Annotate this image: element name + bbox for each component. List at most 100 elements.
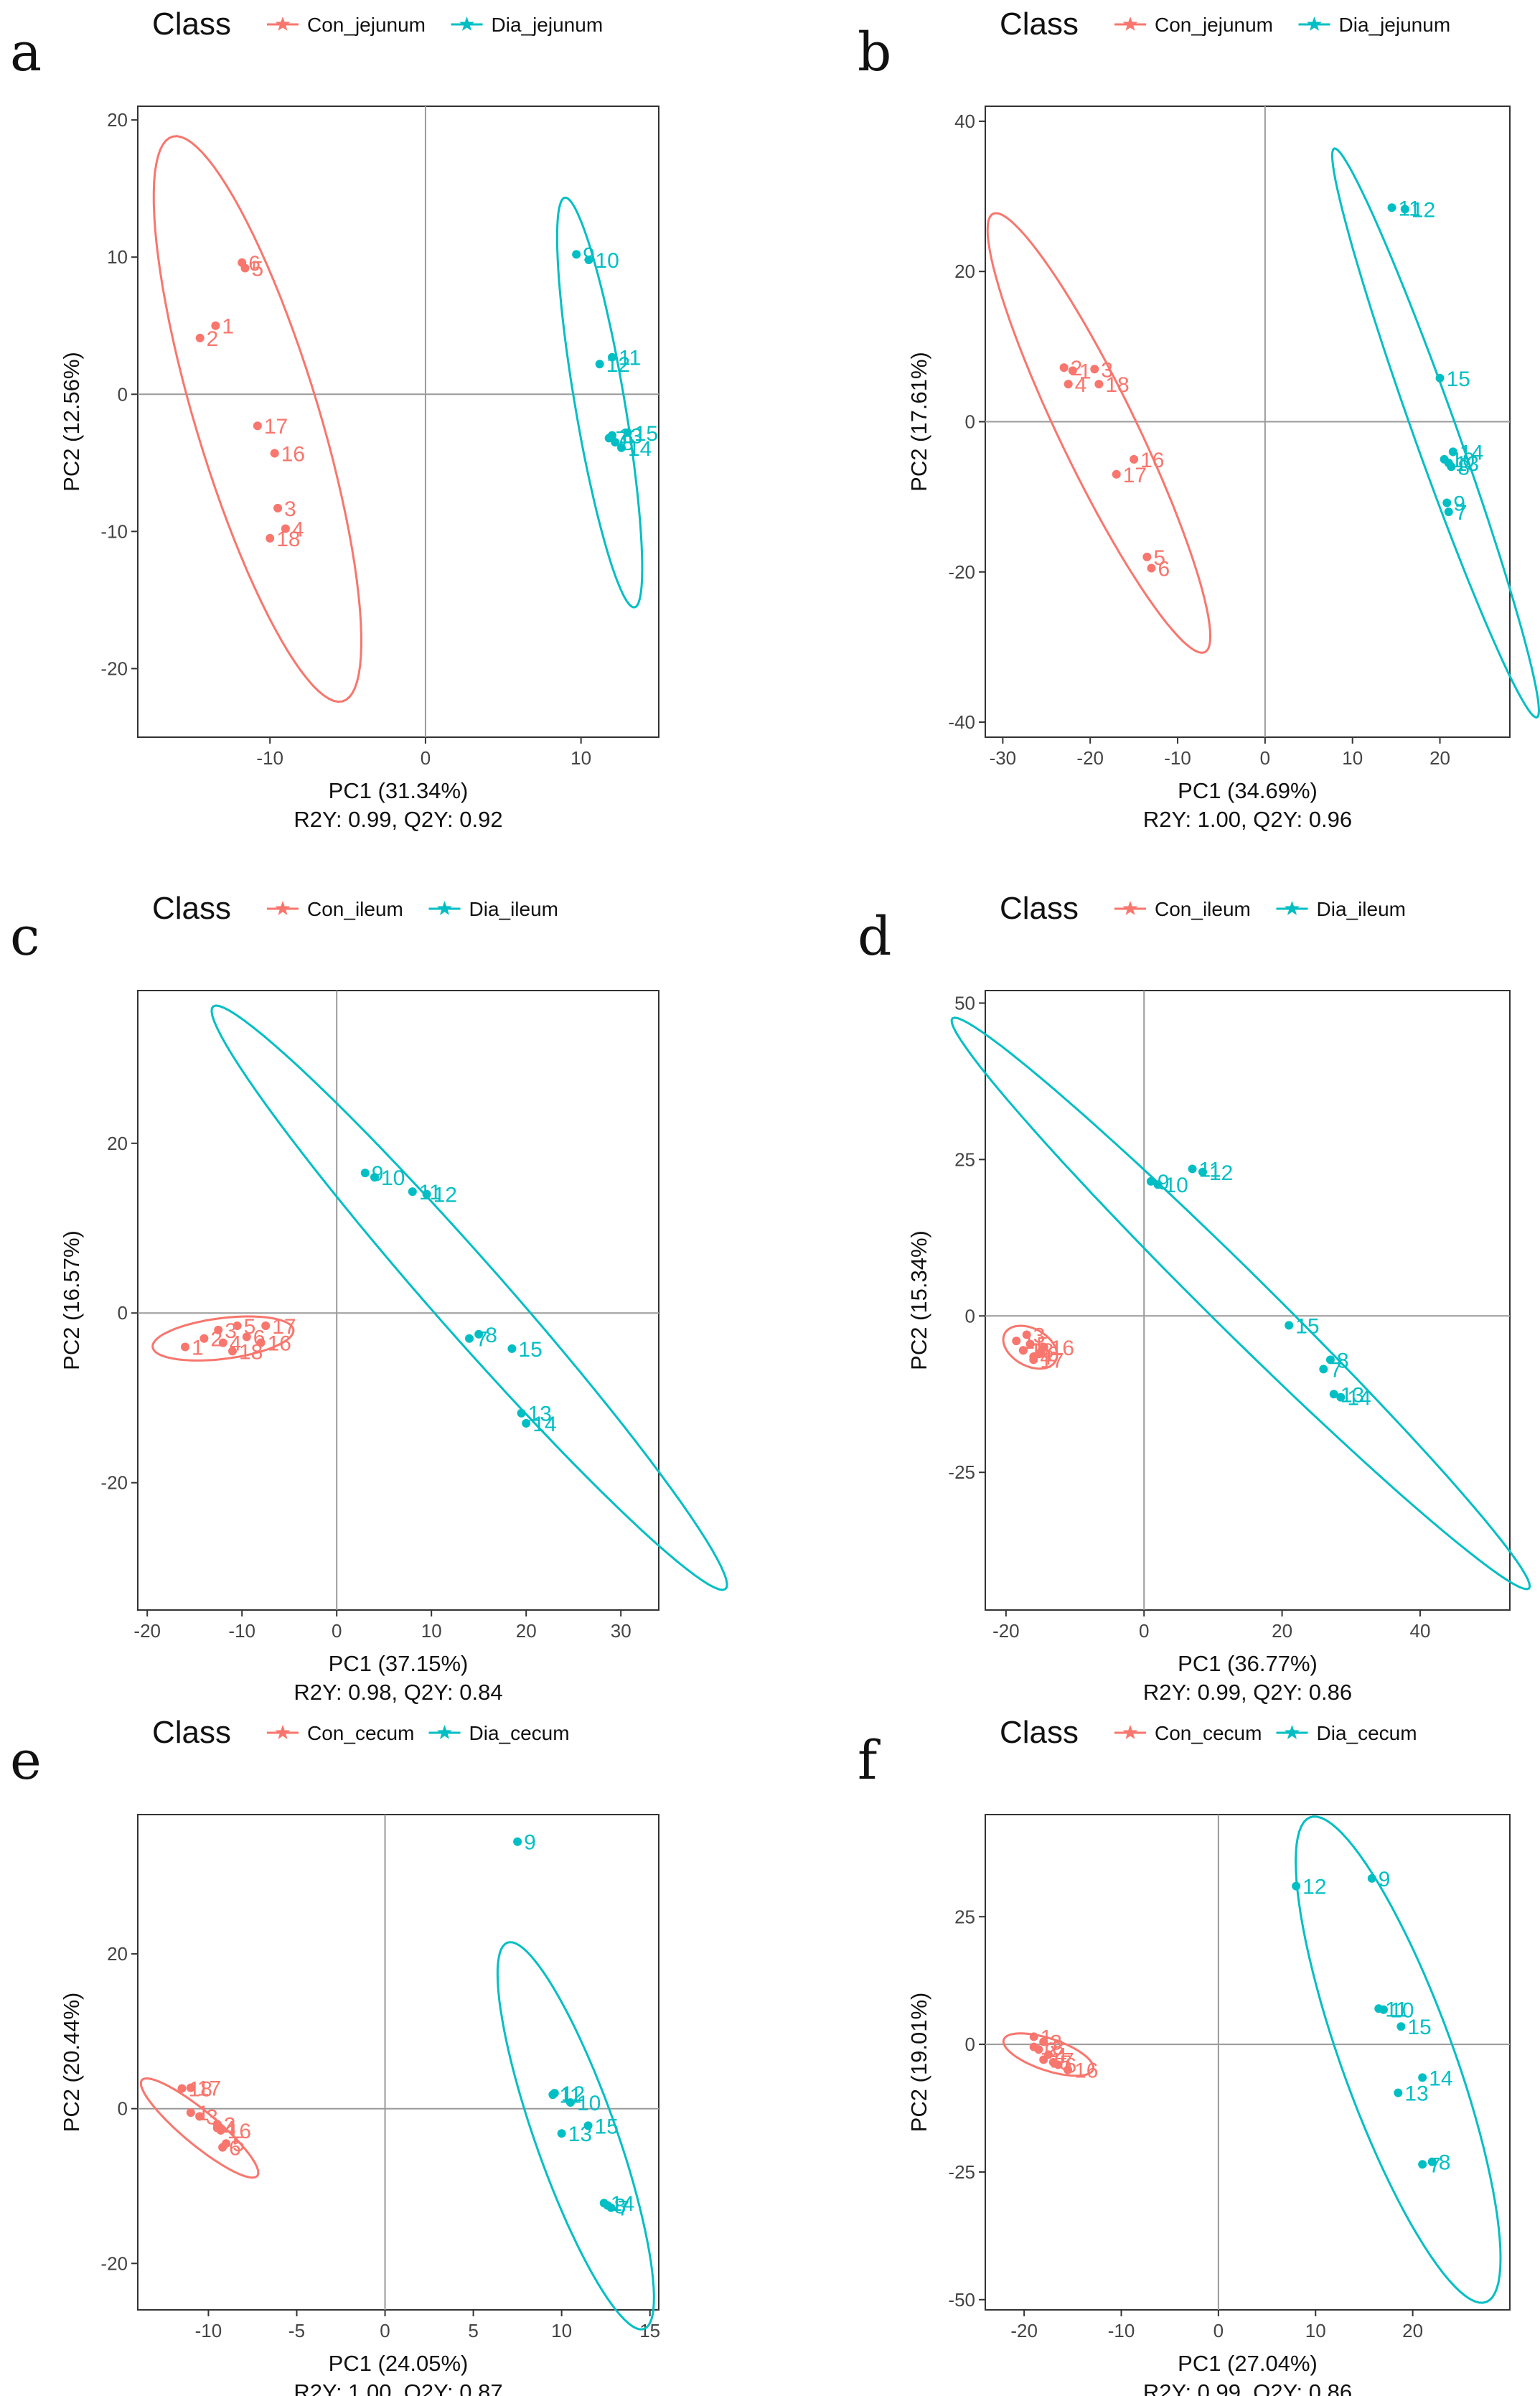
point-label: 18 [1105,373,1129,397]
point-label: 9 [1453,492,1465,516]
y-tick-label: -25 [948,1461,975,1483]
point-label: 10 [577,2092,601,2115]
data-point [270,449,279,458]
data-point [181,1342,189,1352]
data-point [242,1332,251,1342]
point-label: 16 [227,2120,251,2143]
data-point [1018,1346,1028,1355]
legend-title: Class [1000,891,1079,926]
point-label: 15 [634,422,658,446]
data-point [281,524,290,533]
point-label: 4 [224,2117,236,2141]
confidence-ellipse-con [151,1315,295,1362]
legend-key-dia [428,1725,461,1739]
data-point [1394,2088,1403,2097]
point-label: 6 [1158,558,1170,581]
legend-key-dia [451,17,483,31]
x-tick-label: 20 [1402,2320,1423,2341]
chart-panel-f: f Class Con_cecum Dia_cecum -20 -10 0 10 20 -50 -2… [858,1715,1511,2396]
x-axis-title: PC1 (31.34%) [329,778,469,803]
confidence-ellipse-dia [1295,1815,1502,2304]
data-point [1292,1881,1301,1891]
data-point [1064,380,1073,389]
y-tick-label: 0 [965,2034,975,2055]
x-tick-label: 5 [468,2320,478,2341]
data-point [233,1321,242,1330]
point-label: 8 [1337,1349,1349,1372]
chart-panel-b: b Class Con_jejunum Dia_jejunum-30 -20 -10 0 10… [858,6,1540,832]
legend-key-con [1114,901,1146,915]
data-point [1400,205,1409,214]
y-tick-label: 0 [118,2098,128,2120]
data-point [1325,1355,1335,1365]
model-stats: R2Y: 0.99, Q2Y: 0.86 [1143,2379,1352,2396]
legend-label: Con_ileum [307,898,403,920]
point-label: 5 [233,2133,245,2156]
y-tick-label: -40 [948,711,975,733]
data-point [1022,1330,1031,1339]
star-icon [1285,1725,1300,1739]
legend-key-dia [1276,1725,1308,1739]
model-stats: R2Y: 0.99, Q2Y: 0.92 [294,807,502,832]
point-label: 14 [1429,2067,1452,2090]
legend-key-con [267,17,299,31]
data-point [1029,2032,1038,2041]
point-label: 14 [532,1413,556,1436]
model-stats: R2Y: 1.00, Q2Y: 0.87 [294,2379,502,2396]
x-tick-label: 20 [516,1620,537,1642]
data-point [550,2089,559,2098]
legend-title: Class [1000,6,1079,42]
x-tick-label: -10 [195,2320,222,2341]
point-label: 1 [1079,360,1091,383]
data-point [218,1338,227,1347]
point-label: 15 [1447,368,1470,391]
x-tick-label: -10 [228,1620,255,1642]
plot-frame [137,990,659,1611]
point-label: 12 [433,1184,457,1207]
legend-label: Con_jejunum [307,14,426,36]
confidence-ellipse-con [152,135,363,703]
point-label: 6 [1047,1343,1059,1367]
point-label: 14 [611,2192,634,2216]
y-axis-title: PC2 (15.34%) [906,1230,931,1370]
point-label: 7 [1330,1358,1342,1382]
y-tick-label: 10 [107,246,128,268]
x-axis-title: PC1 (24.05%) [329,2351,469,2376]
point-label: 15 [518,1338,542,1362]
confidence-ellipse-con [1002,2032,1095,2077]
data-point [1285,1321,1294,1330]
point-label: 7 [618,2197,630,2221]
x-tick-label: 10 [551,2320,572,2341]
y-tick-label: -20 [100,1472,128,1494]
y-tick-label: 20 [107,1133,128,1154]
data-point [1039,2037,1048,2046]
point-label: 11 [619,347,641,370]
x-tick-label: 20 [1429,747,1450,769]
legend-key-con [1114,17,1146,31]
data-point [218,2143,227,2152]
point-label: 5 [252,257,264,281]
point-label: 14 [1347,1387,1371,1410]
y-axis-title: PC2 (17.61%) [906,352,931,492]
y-tick-label: 40 [954,111,975,132]
point-label: 9 [1379,1868,1391,1891]
data-point [199,1334,209,1343]
data-point [211,321,220,330]
x-tick-label: 10 [571,747,591,769]
data-point [177,2084,187,2093]
point-label: 1 [222,315,234,339]
data-point [611,438,620,447]
point-label: 8 [614,2194,626,2218]
point-label: 15 [1295,1314,1319,1338]
legend-title: Class [152,6,231,42]
point-label: 7 [616,427,628,451]
data-point [1319,1365,1328,1374]
legend-label: Dia_jejunum [1339,14,1451,36]
data-point [186,2108,195,2117]
star-icon [1307,17,1322,31]
point-label: 3 [284,497,296,521]
legend-key-con [267,901,299,915]
point-label: 12 [1209,1161,1233,1185]
data-point [584,256,593,265]
point-label: 2 [224,2113,236,2137]
